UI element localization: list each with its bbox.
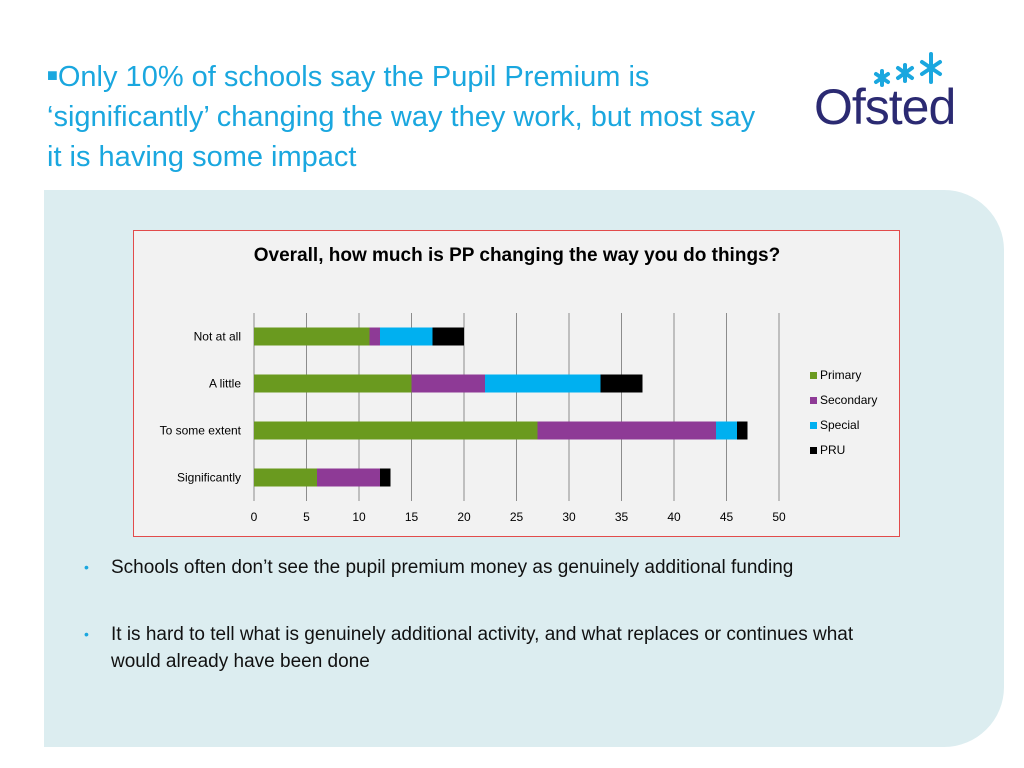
x-tick-label: 35 [615, 510, 629, 524]
logo-stars-icon [874, 52, 942, 87]
x-tick-label: 0 [251, 510, 258, 524]
bar-segment-pru [380, 468, 391, 487]
y-category-label: Significantly [177, 471, 241, 485]
bar-segment-pru [737, 421, 748, 440]
x-tick-label: 25 [510, 510, 524, 524]
bar-segment-secondary [411, 374, 485, 393]
bullet-item: • Schools often don’t see the pupil premi… [80, 554, 880, 581]
legend-label: Special [820, 418, 859, 432]
bar-segment-special [485, 374, 601, 393]
legend-label: PRU [820, 443, 845, 457]
bullet-dot-icon: • [84, 626, 89, 642]
bar-segment-pru [432, 327, 464, 346]
bar-segment-secondary [537, 421, 716, 440]
bar-segment-primary [254, 327, 370, 346]
slide-title-text: Only 10% of schools say the Pupil Premiu… [47, 61, 756, 173]
bullet-text: Schools often don’t see the pupil premiu… [111, 557, 794, 578]
x-tick-label: 45 [720, 510, 734, 524]
bullet-item: • It is hard to tell what is genuinely ad… [80, 621, 880, 675]
bullet-list: • Schools often don’t see the pupil premi… [80, 554, 880, 715]
bar-segment-special [380, 327, 433, 346]
bar-segment-secondary [369, 327, 380, 346]
legend-swatch [810, 447, 817, 454]
x-tick-label: 40 [667, 510, 681, 524]
title-bullet-icon: ■ [47, 65, 58, 85]
x-tick-label: 5 [303, 510, 310, 524]
legend-label: Primary [820, 368, 861, 382]
x-tick-label: 10 [352, 510, 366, 524]
ofsted-logo: Ofsted [814, 52, 956, 132]
legend-swatch [810, 397, 817, 404]
legend-swatch [810, 422, 817, 429]
x-tick-label: 15 [405, 510, 419, 524]
bar-segment-primary [254, 468, 317, 487]
bullet-text: It is hard to tell what is genuinely add… [111, 624, 854, 672]
chart-container: Overall, how much is PP changing the way… [133, 230, 900, 537]
bullet-dot-icon: • [84, 559, 89, 575]
bar-segment-primary [254, 374, 412, 393]
logo-text: Ofsted [814, 79, 955, 132]
x-tick-label: 30 [562, 510, 576, 524]
y-category-label: Not at all [194, 330, 241, 344]
bar-segment-primary [254, 421, 538, 440]
x-tick-label: 50 [772, 510, 786, 524]
bar-segment-secondary [317, 468, 380, 487]
legend-swatch [810, 372, 817, 379]
legend-label: Secondary [820, 393, 877, 407]
y-category-label: To some extent [160, 424, 242, 438]
bar-segment-pru [600, 374, 643, 393]
bar-chart: 0 5 10 15 20 25 30 35 40 45 50 Not at all A little To… [160, 313, 877, 524]
x-tick-label: 20 [457, 510, 471, 524]
chart-title: Overall, how much is PP changing the way… [253, 245, 781, 266]
y-category-label: A little [209, 377, 241, 391]
bar-segment-special [716, 421, 737, 440]
slide-title: ■Only 10% of schools say the Pupil Premi… [47, 55, 767, 177]
